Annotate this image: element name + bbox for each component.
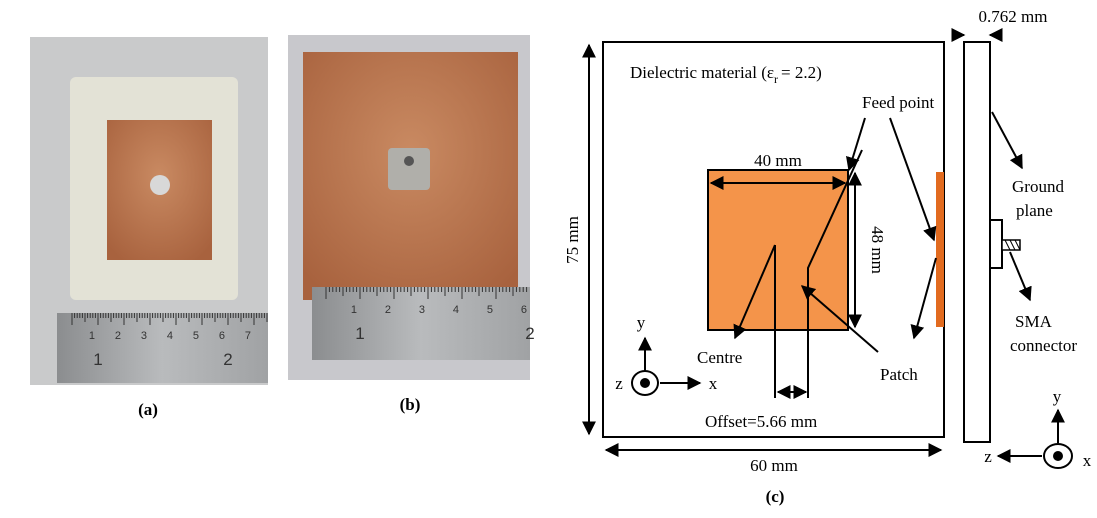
ruler-label: 3 bbox=[419, 304, 425, 316]
photo-a: 1 2 3 4 5 6 7 1 2 bbox=[30, 37, 268, 385]
ruler-label: 2 bbox=[385, 304, 391, 316]
axis-label: x bbox=[1083, 451, 1092, 470]
axis-label: y bbox=[637, 313, 646, 332]
ruler-label: 7 bbox=[245, 330, 251, 342]
subscript: r bbox=[774, 72, 778, 86]
ruler-label: 1 bbox=[93, 350, 102, 369]
ruler-label: 2 bbox=[115, 330, 121, 342]
axis-label: y bbox=[1053, 387, 1062, 406]
panel-label: (a) bbox=[138, 400, 158, 419]
label: Centre bbox=[697, 348, 742, 367]
panel-label: (c) bbox=[766, 487, 785, 506]
label: 0.762 mm bbox=[979, 7, 1048, 26]
axis-label: z bbox=[615, 374, 623, 393]
figure: 1 2 3 4 5 6 7 1 2 (a) 1 2 3 4 5 6 1 2 (b) Dielectric ma… bbox=[0, 0, 1097, 513]
label: 40 mm bbox=[754, 151, 802, 170]
ruler-label: 2 bbox=[525, 324, 534, 343]
label: Patch bbox=[880, 365, 918, 384]
ruler-label: 4 bbox=[167, 330, 173, 342]
ruler-label: 6 bbox=[521, 304, 527, 316]
label: 60 mm bbox=[750, 456, 798, 475]
ruler-label: 4 bbox=[453, 304, 459, 316]
axis-label: z bbox=[984, 447, 992, 466]
axis-label: x bbox=[709, 374, 718, 393]
ruler-label: 6 bbox=[219, 330, 225, 342]
label: connector bbox=[1010, 336, 1077, 355]
text: Dielectric material (ε bbox=[630, 63, 774, 82]
label: Feed point bbox=[862, 93, 935, 112]
label: SMA bbox=[1015, 312, 1053, 331]
ruler-label: 5 bbox=[193, 330, 199, 342]
panel-label: (b) bbox=[400, 395, 421, 414]
label: 48 mm bbox=[868, 226, 887, 274]
text: = 2.2) bbox=[781, 63, 822, 82]
dielectric-label: Dielectric material (εr= 2.2) bbox=[630, 63, 822, 86]
ruler-label: 1 bbox=[351, 304, 357, 316]
label: Ground bbox=[1012, 177, 1064, 196]
ruler-label: 1 bbox=[89, 330, 95, 342]
label: plane bbox=[1016, 201, 1053, 220]
ruler-label: 3 bbox=[141, 330, 147, 342]
label: Offset=5.66 mm bbox=[705, 412, 817, 431]
diagram bbox=[589, 35, 1072, 468]
photo-b: 1 2 3 4 5 6 1 2 bbox=[288, 35, 535, 380]
ruler-label: 1 bbox=[355, 324, 364, 343]
ruler-label: 2 bbox=[223, 350, 232, 369]
ruler-label: 5 bbox=[487, 304, 493, 316]
label: 75 mm bbox=[563, 216, 582, 264]
